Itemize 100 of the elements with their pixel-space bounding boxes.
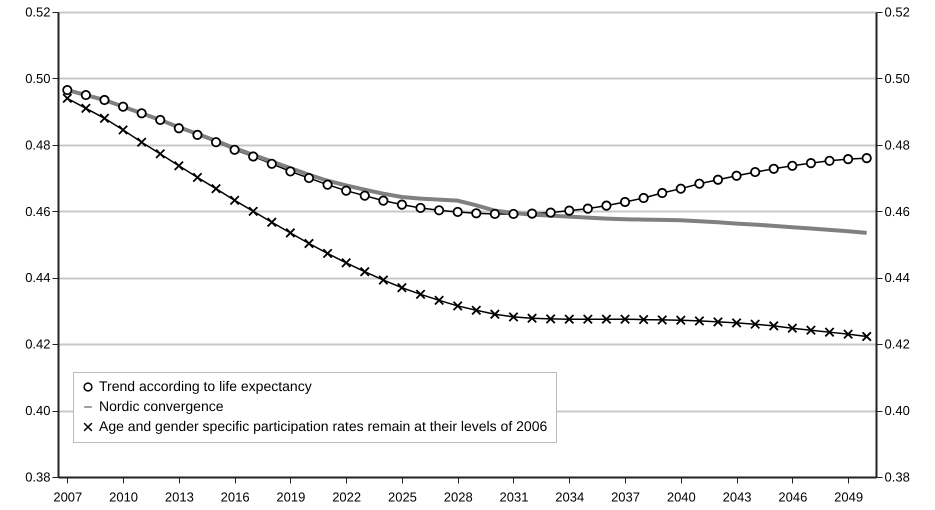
point (676, 184, 686, 194)
point (230, 144, 240, 155)
y-tick-label: 0.38 (25, 470, 50, 484)
point (620, 196, 630, 208)
point (843, 329, 854, 340)
point (526, 208, 538, 219)
point (750, 167, 760, 178)
y2-tick-label: 0.42 (884, 336, 910, 352)
point (80, 90, 91, 100)
point (266, 158, 277, 169)
y2-tick-label: 0.40 (884, 403, 910, 418)
point (415, 202, 426, 214)
y-tick-label: 0.46 (25, 204, 50, 219)
point (824, 327, 835, 338)
point (601, 314, 612, 324)
point (806, 325, 816, 336)
y2-tick-label: 0.48 (884, 137, 910, 152)
x-tick-label: 2040 (666, 490, 696, 504)
point (731, 170, 742, 181)
point (62, 93, 72, 104)
point (322, 248, 333, 259)
point (396, 282, 408, 293)
point (99, 94, 110, 106)
x-tick-label: 2010 (109, 490, 138, 504)
point (526, 313, 538, 324)
x-tick-label: 2019 (276, 490, 306, 504)
point (285, 166, 296, 177)
point (731, 318, 742, 328)
point (638, 192, 649, 204)
point (676, 315, 686, 326)
point (80, 103, 91, 114)
point (248, 151, 258, 162)
point (768, 164, 779, 174)
point (620, 314, 630, 324)
point (210, 137, 222, 148)
point (657, 188, 668, 198)
point (192, 172, 203, 182)
point (824, 156, 835, 166)
point (712, 174, 724, 185)
point (285, 228, 296, 238)
point (155, 114, 166, 126)
point (582, 314, 593, 324)
point (787, 160, 798, 171)
point (546, 314, 556, 324)
point (192, 130, 203, 140)
point (434, 295, 444, 306)
legend-label: Trend according to life expectancy (99, 378, 312, 394)
x-tick-label: 2049 (834, 490, 864, 504)
point (378, 196, 388, 206)
point (582, 204, 593, 214)
y2-tick-label: 0.44 (884, 270, 910, 286)
point (341, 258, 352, 268)
y2-tick-label: 0.50 (884, 70, 910, 86)
point (657, 314, 668, 325)
point (843, 154, 854, 164)
point (266, 217, 277, 228)
y-tick-label: 0.42 (25, 336, 50, 352)
x-tick-label: 2031 (500, 490, 528, 504)
point (396, 200, 408, 210)
y-tick-label: 0.44 (25, 270, 50, 286)
point (304, 238, 314, 249)
point (62, 84, 72, 96)
x-tick-label: 2022 (332, 490, 362, 504)
x-tick-label: 2025 (388, 490, 417, 504)
x-tick-label: 2007 (53, 490, 82, 504)
point (490, 208, 500, 220)
point (712, 316, 724, 327)
y-tick-label: 0.48 (25, 137, 50, 152)
point (564, 314, 574, 324)
point (99, 113, 110, 124)
point (787, 323, 798, 334)
point (638, 314, 649, 325)
y2-tick-label: 0.46 (884, 204, 910, 219)
point (304, 172, 314, 184)
point (322, 180, 333, 190)
point (768, 320, 779, 331)
point (806, 158, 816, 168)
point (210, 184, 222, 194)
point (341, 186, 352, 196)
x-tick-label: 2046 (778, 490, 808, 504)
point (136, 108, 147, 118)
point (230, 195, 240, 206)
point (694, 316, 704, 326)
x-tick-label: 2016 (220, 490, 250, 504)
point (508, 312, 519, 322)
y2-tick-label: 0.38 (884, 470, 910, 484)
x-tick-label: 2013 (164, 490, 194, 504)
point (862, 331, 872, 342)
point (248, 206, 258, 216)
point (452, 206, 463, 218)
point (434, 205, 444, 216)
point (508, 208, 519, 220)
point (750, 319, 760, 330)
point (694, 178, 704, 189)
point (601, 200, 612, 211)
x-tick-label: 2037 (611, 490, 640, 504)
point (174, 123, 184, 134)
y-tick-label: 0.40 (25, 403, 50, 418)
point (415, 289, 426, 300)
point (118, 102, 128, 112)
